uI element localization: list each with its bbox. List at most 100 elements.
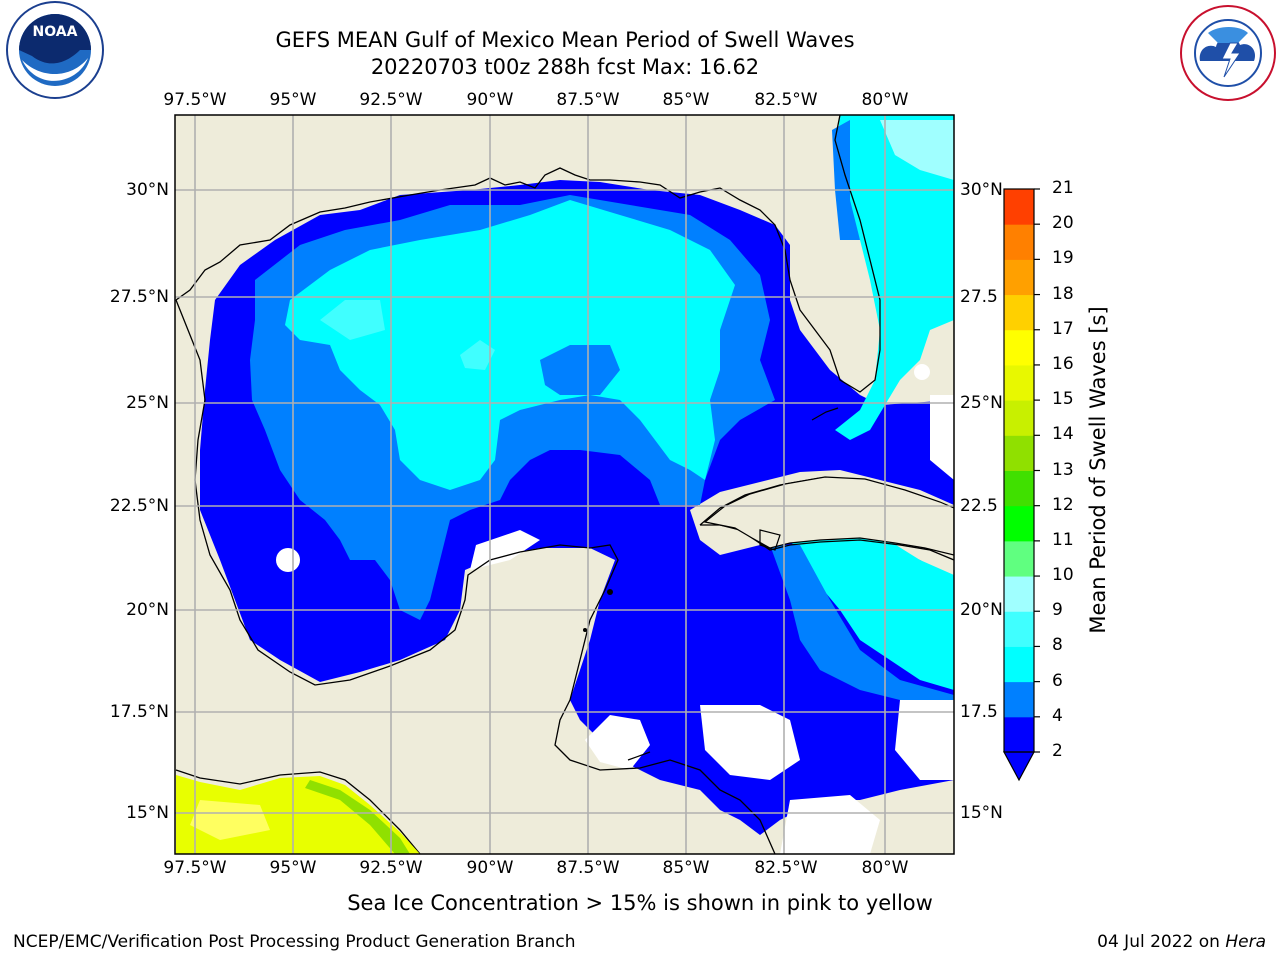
colorbar-tick-label: 8 [1052, 635, 1063, 656]
lon-label-bottom: 92.5°W [359, 858, 423, 878]
chart-subtitle: 20220703 t00z 288h fcst Max: 16.62 [370, 55, 760, 79]
caribbean-swell-6-8 [790, 525, 954, 690]
colorbar-tick-label: 17 [1052, 318, 1074, 339]
lat-label-right: 22.5 [960, 496, 998, 516]
colorbar-segment [1004, 400, 1034, 436]
lon-label-bottom: 97.5°W [163, 858, 227, 878]
pacific-region-edge [305, 780, 410, 854]
colorbar-segment [1004, 364, 1034, 401]
colorbar-tick-label: 6 [1052, 670, 1063, 691]
nws-logo [1180, 5, 1276, 101]
lat-label-right: 15°N [960, 803, 1003, 823]
nodata-patch [780, 795, 880, 854]
caribbean-swell-4-6 [770, 545, 954, 700]
map-frame [174, 114, 955, 855]
nodata-patch [276, 548, 300, 572]
chart-title: GEFS MEAN Gulf of Mexico Mean Period of … [275, 28, 855, 52]
footer-date-text: 04 Jul 2022 on [1097, 932, 1220, 952]
lon-label-top: 97.5°W [163, 90, 227, 110]
lat-label-left: 17.5°N [109, 702, 169, 722]
colorbar-tick-label: 15 [1052, 389, 1074, 410]
lon-label-top: 85°W [662, 90, 710, 110]
colorbar-segment [1004, 646, 1034, 683]
nodata-patch [470, 530, 540, 570]
nodata-patch [914, 364, 930, 380]
lat-label-right: 20°N [960, 600, 1003, 620]
lat-label-left: 27.5°N [109, 287, 169, 307]
nodata-patch [585, 715, 650, 770]
lat-label-left: 30°N [126, 180, 169, 200]
colorbar-tick-label: 13 [1052, 459, 1074, 480]
colorbar-segment [1004, 611, 1034, 647]
coastline-central-america [175, 769, 421, 854]
colorbar-tick-label: 14 [1052, 424, 1074, 445]
colorbar-segment [1004, 329, 1034, 366]
colorbar-segment [1004, 435, 1034, 471]
lon-label-top: 95°W [269, 90, 317, 110]
colorbar-extend-arrow [1002, 751, 1036, 782]
lat-label-right: 30°N [960, 180, 1003, 200]
island [583, 628, 587, 632]
colorbar-tick-label: 10 [1052, 565, 1074, 586]
lon-label-top: 82.5°W [754, 90, 818, 110]
colorbar-segment [1004, 681, 1034, 718]
colorbar-segment [1004, 470, 1034, 507]
footer-credit: NCEP/EMC/Verification Post Processing Pr… [13, 932, 576, 952]
island [607, 589, 613, 595]
colorbar-segment [1004, 259, 1034, 296]
atlantic-swell-8-9 [880, 120, 954, 180]
lon-label-top: 80°W [861, 90, 909, 110]
lon-label-bottom: 80°W [861, 858, 909, 878]
lon-label-bottom: 90°W [466, 858, 514, 878]
lat-label-right: 25°N [960, 393, 1003, 413]
graticule [175, 115, 954, 854]
nodata-patch [930, 395, 954, 480]
footer-host: Hera [1225, 932, 1266, 952]
island [759, 529, 781, 551]
colorbar-tick-label: 2 [1052, 741, 1063, 761]
coastline-gulf [175, 115, 881, 393]
sea-ice-note: Sea Ice Concentration > 15% is shown in … [347, 891, 933, 915]
noaa-logo-text: NOAA [33, 24, 78, 40]
gulf-swell-8-9 [320, 300, 385, 340]
colorbar-tick-label: 12 [1052, 494, 1074, 515]
lat-label-right: 17.5 [960, 702, 998, 722]
colorbar-tick-label: 9 [1052, 600, 1063, 621]
colorbar-segment [1004, 576, 1034, 612]
nodata-patch [700, 705, 800, 780]
lat-label-left: 15°N [126, 803, 169, 823]
colorbar-tick-label: 11 [1052, 529, 1074, 550]
colorbar-segment [1004, 716, 1034, 753]
gulf-swell-6-8 [285, 200, 735, 490]
lat-label-left: 20°N [126, 600, 169, 620]
lon-label-bottom: 95°W [269, 858, 317, 878]
gulf-swell-4-6 [540, 345, 620, 395]
colorbar-segment [1004, 224, 1034, 260]
lat-label-right: 27.5 [960, 287, 998, 307]
lon-label-top: 92.5°W [359, 90, 423, 110]
colorbar-tick-label: 21 [1052, 178, 1074, 198]
lon-label-top: 87.5°W [556, 90, 620, 110]
colorbar-tick-label: 4 [1052, 705, 1063, 726]
colorbar-tick-label: 16 [1052, 353, 1074, 374]
lon-label-bottom: 85°W [662, 858, 710, 878]
coastline-mexico [175, 299, 619, 701]
nodata-patch [895, 700, 954, 780]
colorbar-segment [1004, 540, 1034, 577]
florida-keys [811, 407, 839, 421]
colorbar-label: Mean Period of Swell Waves [s] [1086, 306, 1110, 634]
map-area [175, 115, 954, 854]
footer-date: 04 Jul 2022 on Hera [1097, 932, 1266, 952]
gulf-swell-8-9 [460, 340, 495, 370]
colorbar-segment [1004, 505, 1034, 542]
island [627, 751, 651, 761]
lat-label-left: 25°N [126, 393, 169, 413]
noaa-logo: NOAA [6, 1, 104, 99]
colorbar-tick-label: 19 [1052, 248, 1074, 269]
coastline-yucatan [554, 699, 776, 854]
pacific-region-edge [190, 800, 270, 840]
colorbar-tick-label: 20 [1052, 213, 1074, 234]
colorbar [1002, 188, 1040, 782]
atlantic-swell-6-8 [835, 115, 954, 440]
